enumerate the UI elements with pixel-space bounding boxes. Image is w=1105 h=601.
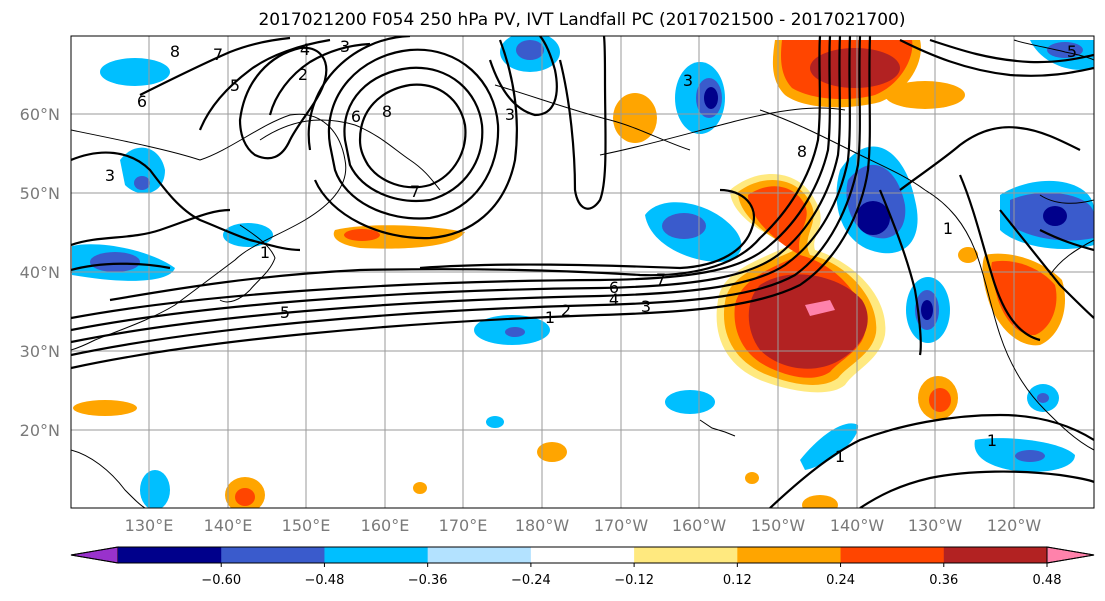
negative-anomaly-misc xyxy=(140,315,1075,508)
colorbar-tick-label: −0.60 xyxy=(201,573,241,588)
colorbar-tick-label: 0.12 xyxy=(723,573,752,588)
lon-label: 150°E xyxy=(282,516,331,535)
colorbar-segment xyxy=(221,547,325,563)
colorbar-extend-low xyxy=(70,546,119,564)
pv-contours xyxy=(71,36,1094,508)
contour-label: 6 xyxy=(351,107,361,126)
figure-title: 2017021200 F054 250 hPa PV, IVT Landfall… xyxy=(258,10,905,30)
map-frame xyxy=(70,35,1095,509)
negative-anomaly-pacific-nw xyxy=(906,277,950,343)
lon-label: 120°W xyxy=(987,516,1042,535)
negative-anomaly-central-pacific xyxy=(645,202,742,262)
colorbar-tick-label: 0.24 xyxy=(826,573,855,588)
lat-label: 20°N xyxy=(20,421,60,440)
contour-label: 2 xyxy=(561,301,571,320)
contour-label: 6 xyxy=(137,92,147,111)
colorbar: −0.60 −0.48 −0.36 −0.24 −0.12 0.12 0.24 0.36 0.4… xyxy=(70,546,1095,588)
contour-label: 3 xyxy=(641,297,651,316)
contour-label: 8 xyxy=(382,102,392,121)
contour-label: 6 xyxy=(609,278,619,297)
positive-anomaly-north xyxy=(772,40,921,108)
colorbar-segment xyxy=(427,547,532,563)
lon-label: 140°W xyxy=(830,516,885,535)
contour-label: 8 xyxy=(797,142,807,161)
contour-label: 1 xyxy=(943,219,953,238)
colorbar-tick-label: −0.12 xyxy=(614,573,654,588)
lon-label: 180°W xyxy=(515,516,570,535)
negative-anomaly-siberia xyxy=(100,36,560,194)
contour-label: 2 xyxy=(298,65,308,84)
contour-labels: 8 7 6 5 4 3 2 6 8 7 3 3 5 1 6 7 4 3 2 1 xyxy=(105,37,1077,466)
colorbar-segment xyxy=(530,547,635,563)
gridlines xyxy=(71,36,1094,508)
colorbar-segment xyxy=(118,547,222,563)
contour-label: 5 xyxy=(1067,42,1077,61)
lon-label: 170°W xyxy=(594,516,649,535)
colorbar-frame xyxy=(70,546,1095,564)
lon-label: 140°E xyxy=(204,516,253,535)
contour-label: 1 xyxy=(545,308,555,327)
negative-anomaly-gulf-of-alaska-east xyxy=(1000,180,1094,250)
contour-label: 7 xyxy=(656,270,666,289)
map-panel: 8 7 6 5 4 3 2 6 8 7 3 3 5 1 6 7 4 3 2 1 xyxy=(70,35,1095,509)
contour-label: 4 xyxy=(609,290,619,309)
contour-label: 3 xyxy=(683,71,693,90)
contour-label: 5 xyxy=(230,76,240,95)
negative-anomaly-alaska xyxy=(675,62,725,134)
colorbar-extend-high xyxy=(1046,546,1095,564)
lon-label: 160°E xyxy=(361,516,410,535)
colorbar-segment xyxy=(840,547,945,563)
lon-label: 130°E xyxy=(125,516,174,535)
contour-label: 3 xyxy=(505,105,515,124)
lon-label: 150°W xyxy=(751,516,806,535)
lat-label: 60°N xyxy=(20,105,60,124)
positive-anomaly-northwest-coast xyxy=(982,253,1066,346)
lon-label: 160°W xyxy=(672,516,727,535)
contour-label: 3 xyxy=(340,37,350,56)
contour-label: 1 xyxy=(987,431,997,450)
lat-label: 40°N xyxy=(20,263,60,282)
contour-label: 4 xyxy=(300,40,310,59)
contour-label: 5 xyxy=(280,303,290,322)
longitude-axis: 130°E 140°E 150°E 160°E 170°E 180°W 170°… xyxy=(125,516,1042,535)
coastlines xyxy=(71,39,1094,508)
lon-label: 170°E xyxy=(439,516,488,535)
lon-label: 130°W xyxy=(908,516,963,535)
contour-label: 1 xyxy=(835,447,845,466)
colorbar-tick-label: −0.36 xyxy=(408,573,448,588)
colorbar-tick-label: 0.36 xyxy=(929,573,958,588)
colorbar-tick-label: −0.24 xyxy=(511,573,551,588)
contour-label: 3 xyxy=(105,166,115,185)
contour-label: 8 xyxy=(170,42,180,61)
colorbar-segment xyxy=(324,547,429,563)
colorbar-tick-label: 0.48 xyxy=(1033,573,1062,588)
colorbar-tick-label: −0.48 xyxy=(305,573,345,588)
lat-label: 50°N xyxy=(20,184,60,203)
colorbar-segment xyxy=(737,547,842,563)
contour-label: 7 xyxy=(213,45,223,64)
colorbar-segment xyxy=(943,547,1048,563)
latitude-axis: 60°N 50°N 40°N 30°N 20°N xyxy=(20,105,60,440)
contour-label: 7 xyxy=(410,182,420,201)
colorbar-segment xyxy=(634,547,738,563)
lat-label: 30°N xyxy=(20,342,60,361)
contour-label: 1 xyxy=(260,243,270,262)
